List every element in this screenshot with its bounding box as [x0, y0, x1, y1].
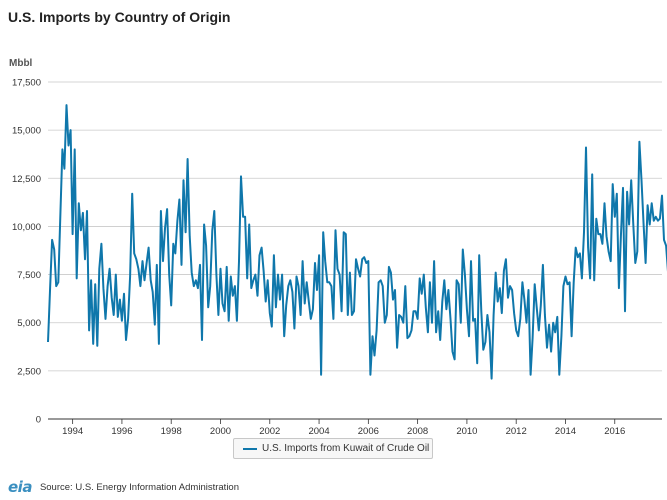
x-tick-label: 2004: [308, 426, 329, 437]
x-tick-label: 1998: [161, 426, 182, 437]
eia-logo: eia: [8, 478, 32, 496]
source-footer: eia Source: U.S. Energy Information Admi…: [8, 478, 239, 496]
source-text: Source: U.S. Energy Information Administ…: [39, 481, 240, 493]
x-tick-label: 2010: [456, 426, 477, 437]
x-tick-label: 1996: [111, 426, 132, 437]
y-tick-label: 10,000: [12, 222, 41, 233]
x-tick-label: 2000: [210, 426, 231, 437]
y-tick-label: 2,500: [17, 366, 41, 377]
legend-label: U.S. Imports from Kuwait of Crude Oil: [262, 443, 430, 454]
chart-title: U.S. Imports by Country of Origin: [8, 9, 231, 25]
x-tick-label: 1994: [62, 426, 83, 437]
y-tick-label: 15,000: [12, 126, 41, 137]
legend-swatch: [243, 447, 257, 450]
x-tick-label: 2016: [604, 426, 625, 437]
y-tick-label: 17,500: [12, 78, 41, 89]
series-line-kuwait-crude-oil: [47, 104, 667, 380]
x-tick-label: 2008: [407, 426, 428, 437]
x-tick-label: 2014: [555, 426, 576, 437]
x-tick-label: 2002: [259, 426, 280, 437]
x-tick-label: 2006: [358, 426, 379, 437]
y-tick-label: 5,000: [17, 318, 41, 329]
y-tick-label: 12,500: [12, 174, 41, 185]
x-tick-label: 2012: [506, 426, 527, 437]
y-axis-unit-label: Mbbl: [9, 58, 33, 69]
y-tick-label: 7,500: [17, 270, 41, 281]
chart-legend[interactable]: U.S. Imports from Kuwait of Crude Oil: [233, 438, 433, 459]
y-tick-label: 0: [36, 415, 41, 426]
